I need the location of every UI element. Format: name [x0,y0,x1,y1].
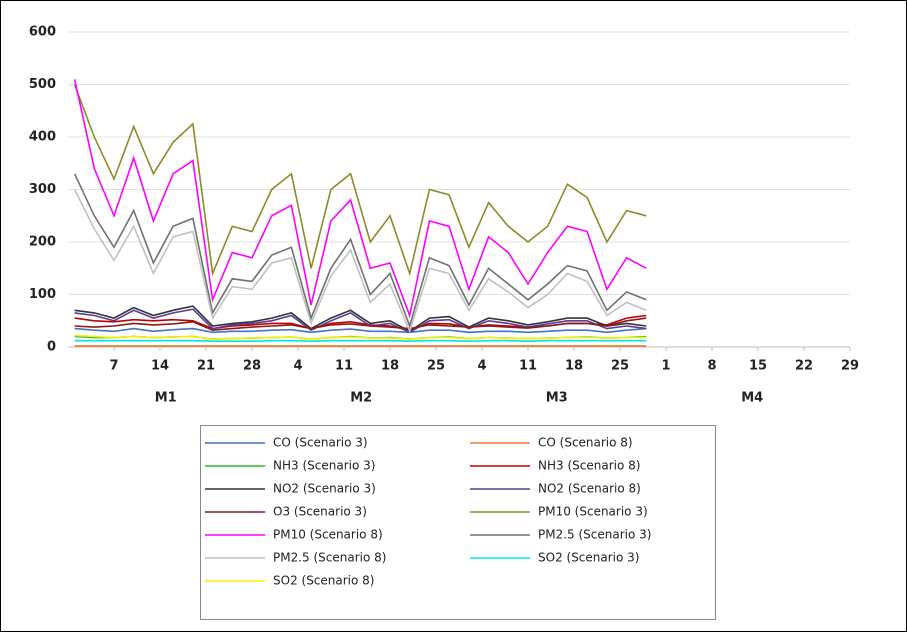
legend-label: PM2.5 (Scenario 8) [273,551,386,565]
x-group-label: M2 [350,391,372,406]
series-line [74,339,647,343]
series-line [74,327,647,334]
x-tick-label: 15 [749,359,767,374]
x-tick-label: 7 [109,359,118,374]
series-line [73,173,647,329]
series-line [74,305,647,333]
y-tick-label: 200 [29,235,56,250]
x-tick-label: 14 [151,359,169,374]
x-tick-label: 1 [661,359,670,374]
legend-label: O3 (Scenario 3) [273,505,367,519]
legend-label: CO (Scenario 8) [538,436,633,450]
x-tick-label: 22 [795,359,813,374]
x-tick-label: 18 [381,359,399,374]
legend-label: NH3 (Scenario 8) [538,459,640,473]
x-tick-label: 28 [243,359,261,374]
y-tick-label: 600 [29,25,56,40]
series-line [73,84,647,277]
series-line [73,79,647,319]
y-tick-label: 300 [29,182,56,197]
x-tick-label: 21 [197,359,215,374]
x-tick-label: 4 [477,359,486,374]
legend-box [200,425,716,620]
x-tick-label: 11 [335,359,353,374]
x-tick-label: 29 [841,359,859,374]
x-tick-label: 11 [519,359,537,374]
legend-label: PM2.5 (Scenario 3) [538,528,651,542]
series-line [74,317,647,332]
x-group-label: M3 [546,391,568,406]
x-tick-label: 25 [427,359,445,374]
legend-label: SO2 (Scenario 3) [538,551,640,565]
x-group-label: M4 [741,391,763,406]
y-tick-label: 500 [29,77,56,92]
legend-label: SO2 (Scenario 8) [273,574,375,588]
y-tick-label: 400 [29,130,56,145]
x-tick-label: 8 [707,359,716,374]
legend-label: NH3 (Scenario 3) [273,459,375,473]
x-group-label: M1 [155,391,177,406]
series-line [73,189,647,334]
series-line [74,334,647,340]
legend-label: PM10 (Scenario 3) [538,505,648,519]
series-line [74,308,647,334]
x-tick-label: 18 [565,359,583,374]
x-tick-label: 25 [611,359,629,374]
y-tick-label: 0 [47,340,56,355]
legend-label: CO (Scenario 3) [273,436,368,450]
y-tick-label: 100 [29,287,56,302]
legend-label: PM10 (Scenario 8) [273,528,383,542]
x-tick-label: 4 [293,359,302,374]
legend-label: NO2 (Scenario 3) [273,482,376,496]
legend-label: NO2 (Scenario 8) [538,482,641,496]
